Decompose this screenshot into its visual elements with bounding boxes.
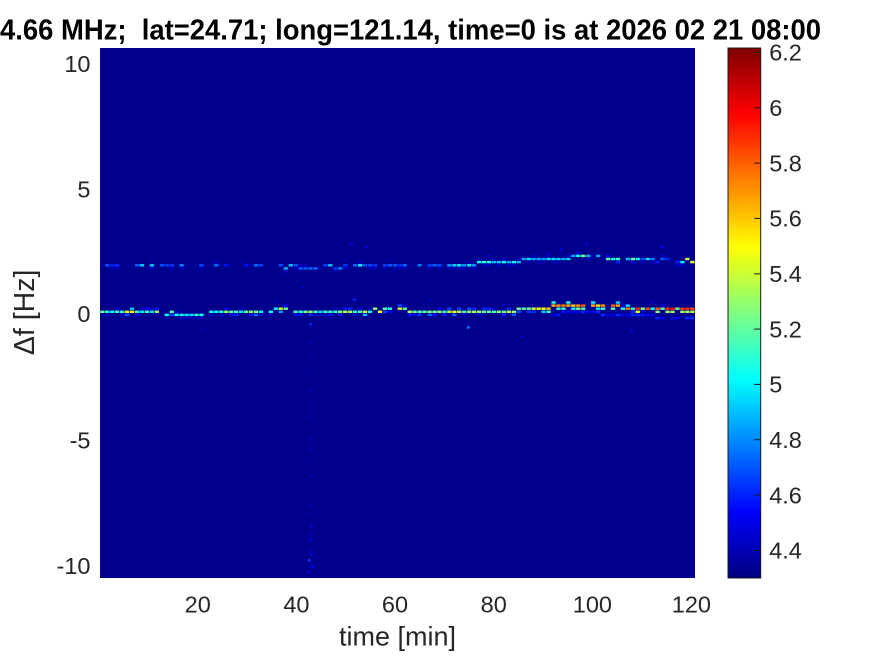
svg-text:6: 6: [769, 95, 782, 121]
svg-text:time [min]: time [min]: [339, 622, 456, 652]
svg-text:60: 60: [382, 591, 408, 617]
svg-text:20: 20: [185, 591, 211, 617]
svg-text:5: 5: [769, 372, 782, 398]
svg-text:5: 5: [77, 177, 90, 203]
svg-text:10: 10: [64, 51, 90, 77]
svg-text:100: 100: [573, 591, 612, 617]
svg-text:4.8: 4.8: [769, 427, 802, 453]
svg-text:5.8: 5.8: [769, 150, 802, 176]
svg-text:Δf [Hz]: Δf [Hz]: [9, 270, 41, 356]
svg-text:5.4: 5.4: [769, 261, 802, 287]
svg-text:4.4: 4.4: [769, 538, 802, 564]
svg-text:80: 80: [481, 591, 507, 617]
svg-text:6.2: 6.2: [769, 40, 802, 66]
svg-text:120: 120: [672, 591, 711, 617]
svg-text:5.6: 5.6: [769, 206, 802, 232]
svg-text:40: 40: [283, 591, 309, 617]
svg-text:0: 0: [77, 301, 90, 327]
svg-text:5.2: 5.2: [769, 316, 802, 342]
svg-text:-5: -5: [70, 428, 91, 454]
svg-text:-10: -10: [57, 553, 91, 579]
svg-text:4.66 MHz; lat=24.71; long=121: 4.66 MHz; lat=24.71; long=121.14, time=0…: [0, 15, 821, 47]
svg-text:4.6: 4.6: [769, 482, 802, 508]
